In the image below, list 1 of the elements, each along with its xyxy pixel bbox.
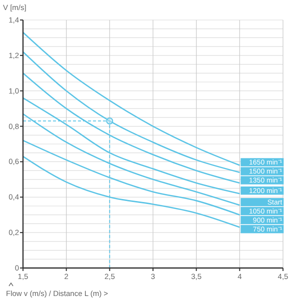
line-series (22, 32, 240, 166)
